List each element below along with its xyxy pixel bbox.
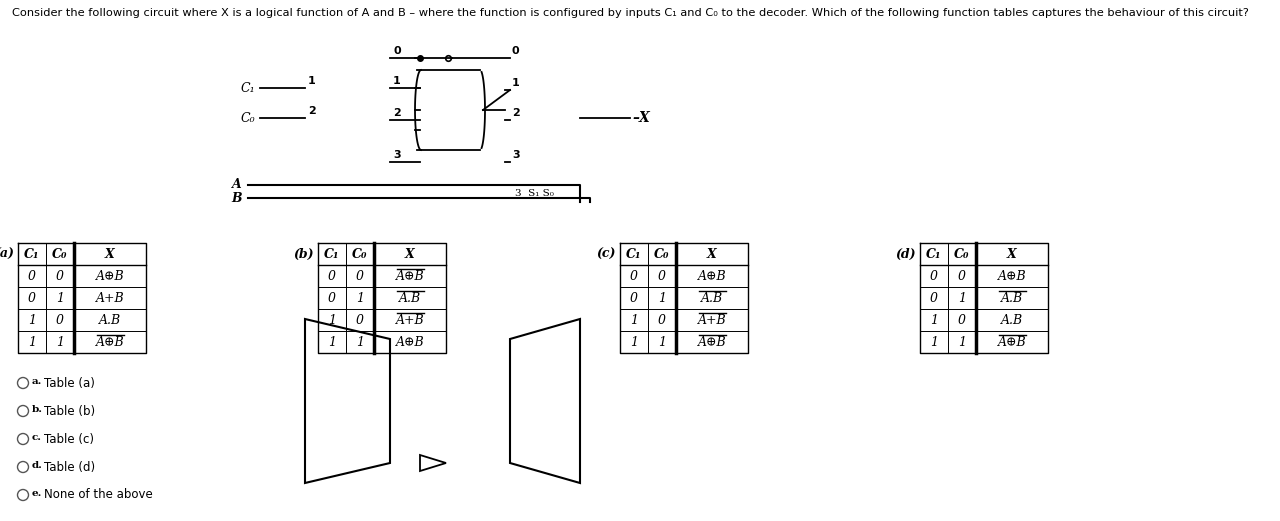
Text: 0: 0 xyxy=(28,269,36,282)
Text: 1: 1 xyxy=(931,336,938,349)
Text: 1: 1 xyxy=(658,292,666,304)
Text: 0: 0 xyxy=(393,46,401,56)
Text: C₁: C₁ xyxy=(324,247,339,260)
Text: A.B: A.B xyxy=(1001,292,1023,304)
Text: A.B: A.B xyxy=(99,314,122,327)
Text: 1: 1 xyxy=(56,336,64,349)
Text: A⊕B: A⊕B xyxy=(997,269,1027,282)
Text: C₁: C₁ xyxy=(24,247,40,260)
Text: 0: 0 xyxy=(328,269,335,282)
Text: 2: 2 xyxy=(512,108,520,118)
Text: 1: 1 xyxy=(28,314,36,327)
Text: 0: 0 xyxy=(957,269,966,282)
Text: 1: 1 xyxy=(630,314,637,327)
Text: C₁: C₁ xyxy=(626,247,641,260)
Text: A⊕B: A⊕B xyxy=(396,269,424,282)
Text: Table (b): Table (b) xyxy=(44,404,95,417)
Text: 0: 0 xyxy=(931,269,938,282)
Text: 1: 1 xyxy=(630,336,637,349)
Text: X: X xyxy=(707,247,717,260)
Text: 0: 0 xyxy=(931,292,938,304)
Text: 0: 0 xyxy=(512,46,520,56)
Text: 0: 0 xyxy=(658,269,666,282)
Text: X: X xyxy=(406,247,415,260)
Text: (b): (b) xyxy=(293,247,314,260)
Text: b.: b. xyxy=(32,405,44,414)
Text: Table (a): Table (a) xyxy=(44,377,95,390)
Text: 1: 1 xyxy=(328,336,335,349)
Text: 0: 0 xyxy=(630,269,637,282)
Text: –X: –X xyxy=(632,111,650,125)
Text: 1: 1 xyxy=(356,292,364,304)
Text: d.: d. xyxy=(32,461,42,470)
Text: 0: 0 xyxy=(28,292,36,304)
Text: A.B: A.B xyxy=(701,292,723,304)
Text: Consider the following circuit where X is a logical function of A and B – where : Consider the following circuit where X i… xyxy=(12,8,1249,18)
Text: e.: e. xyxy=(32,489,42,498)
Text: Table (c): Table (c) xyxy=(44,432,93,445)
Text: C₀: C₀ xyxy=(352,247,367,260)
Text: 0: 0 xyxy=(56,314,64,327)
Text: Table (d): Table (d) xyxy=(44,461,95,474)
Text: 3: 3 xyxy=(393,150,401,160)
Text: A+B: A+B xyxy=(698,314,726,327)
Text: 1: 1 xyxy=(308,76,316,86)
Text: 3: 3 xyxy=(512,150,520,160)
Text: 1: 1 xyxy=(328,314,335,327)
Text: A⊕B: A⊕B xyxy=(698,336,726,349)
Text: c.: c. xyxy=(32,433,42,442)
Text: 0: 0 xyxy=(630,292,637,304)
Text: C₀: C₀ xyxy=(52,247,68,260)
Text: 1: 1 xyxy=(393,76,401,86)
Text: 1: 1 xyxy=(931,314,938,327)
Text: A⊕B: A⊕B xyxy=(96,336,124,349)
Text: C₀: C₀ xyxy=(241,111,255,125)
Text: A+B: A+B xyxy=(96,292,124,304)
Text: A+B: A+B xyxy=(396,314,424,327)
Text: A.B: A.B xyxy=(399,292,421,304)
Text: 1: 1 xyxy=(56,292,64,304)
Text: 1: 1 xyxy=(512,78,520,88)
Text: 2: 2 xyxy=(393,108,401,118)
Text: C₁: C₁ xyxy=(927,247,942,260)
Text: A⊕B: A⊕B xyxy=(396,336,424,349)
Text: a.: a. xyxy=(32,377,42,386)
Text: 0: 0 xyxy=(356,269,364,282)
Text: 1: 1 xyxy=(957,336,966,349)
Text: 1: 1 xyxy=(356,336,364,349)
Text: A⊕B: A⊕B xyxy=(96,269,124,282)
Text: (d): (d) xyxy=(896,247,916,260)
Text: A: A xyxy=(232,179,242,192)
Text: None of the above: None of the above xyxy=(44,489,152,502)
Text: 0: 0 xyxy=(328,292,335,304)
Text: (c): (c) xyxy=(596,247,616,260)
Text: C₁: C₁ xyxy=(241,81,255,94)
Text: 0: 0 xyxy=(658,314,666,327)
Text: A⊕B: A⊕B xyxy=(997,336,1027,349)
Text: X: X xyxy=(105,247,115,260)
Text: 0: 0 xyxy=(56,269,64,282)
Text: 0: 0 xyxy=(957,314,966,327)
Text: 1: 1 xyxy=(957,292,966,304)
Text: B: B xyxy=(232,192,242,205)
Text: A⊕B: A⊕B xyxy=(698,269,726,282)
Text: 1: 1 xyxy=(658,336,666,349)
Text: 3  S₁ S₀: 3 S₁ S₀ xyxy=(515,190,554,199)
Text: (a): (a) xyxy=(0,247,14,260)
Text: X: X xyxy=(1007,247,1016,260)
Text: 0: 0 xyxy=(356,314,364,327)
Text: C₀: C₀ xyxy=(955,247,970,260)
Text: 2: 2 xyxy=(308,106,316,116)
Text: 1: 1 xyxy=(28,336,36,349)
Text: C₀: C₀ xyxy=(654,247,669,260)
Text: A.B: A.B xyxy=(1001,314,1023,327)
